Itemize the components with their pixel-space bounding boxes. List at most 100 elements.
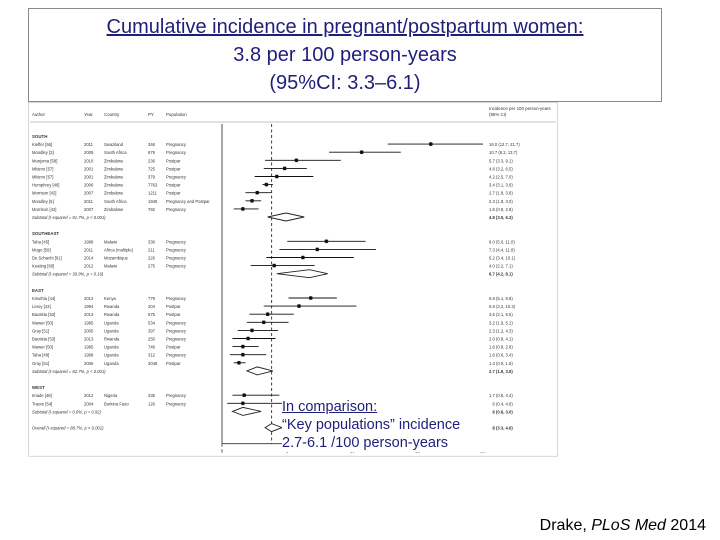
- study-cell: Postpar: [166, 183, 181, 188]
- study-cell: De Schacht [61]: [32, 256, 62, 261]
- ci-text: 5.7 (3.3, 9.1): [489, 158, 513, 163]
- study-cell: 2009: [84, 150, 94, 155]
- study-cell: 1998: [84, 239, 94, 244]
- study-point: [241, 207, 245, 211]
- study-cell: 346: [148, 142, 156, 147]
- study-point: [261, 320, 266, 325]
- study-cell: 779: [148, 296, 156, 301]
- study-cell: Pregnancy and Postpar: [166, 199, 210, 204]
- study-point: [255, 190, 260, 195]
- study-cell: Mozambique: [104, 256, 129, 261]
- study-cell: 1995: [84, 320, 94, 325]
- ci-text: 1.7 (0.8, 4.4): [489, 393, 513, 398]
- ci-text: 2.7 (1.8, 3.8): [489, 191, 513, 196]
- study-cell: Pregnancy: [166, 353, 187, 358]
- study-cell: Leroy [43]: [32, 304, 51, 309]
- study-cell: 211: [148, 247, 155, 252]
- study-cell: 312: [148, 353, 156, 358]
- ci-text: 4.9 (3.5, 6.3): [489, 215, 513, 220]
- study-point: [250, 328, 254, 333]
- study-cell: Rwanda: [104, 304, 120, 309]
- study-cell: 2012: [84, 296, 94, 301]
- ci-text: 8.0 (5.0, 11.0): [489, 239, 515, 244]
- study-point: [264, 182, 269, 187]
- ci-text: 1.6 (0.8, 2.8): [489, 345, 513, 350]
- study-point: [250, 199, 254, 203]
- column-header: Country: [104, 112, 120, 117]
- study-cell: Morrison [42]: [32, 191, 56, 196]
- study-cell: 2007: [84, 191, 94, 196]
- ci-text: 6.2 (3.4, 10.1): [489, 256, 516, 261]
- ci-text: 4.8 (3.2, 6.5): [489, 166, 513, 171]
- column-header: PY: [148, 112, 154, 117]
- subtotal-diamond: [245, 366, 274, 376]
- study-cell: Pregnancy: [166, 320, 187, 325]
- citation-year: 2014: [665, 517, 706, 534]
- study-cell: Uganda: [104, 320, 119, 325]
- study-cell: Postpar: [166, 166, 181, 171]
- title-line-3: (95%CI: 3.3–6.1): [269, 72, 421, 94]
- study-cell: Pregnancy: [166, 401, 187, 406]
- study-point: [272, 263, 276, 268]
- title-line-1: Cumulative incidence in pregnant/postpar…: [106, 16, 584, 38]
- study-cell: Pregnancy: [166, 239, 187, 244]
- study-cell: Pregnancy: [166, 328, 187, 333]
- study-cell: Postpar: [166, 361, 181, 366]
- study-cell: Malawi: [104, 264, 117, 269]
- study-cell: Munjoma [58]: [32, 158, 57, 163]
- study-cell: Zimbabwe: [104, 183, 124, 188]
- group-label: SOUTH: [32, 134, 47, 139]
- study-cell: Rwanda: [104, 312, 120, 317]
- study-cell: 792: [148, 207, 156, 212]
- study-cell: Moodley [5]: [32, 199, 54, 204]
- study-cell: Zimbabwe: [104, 207, 124, 212]
- study-point: [241, 401, 245, 406]
- study-cell: 2014: [84, 256, 94, 261]
- study-cell: 226: [148, 256, 156, 261]
- ci-text: 1.6 (0.4, 4.8): [489, 401, 513, 406]
- study-cell: 2011: [84, 199, 94, 204]
- ci-text: 10.7 (8.2, 13.7): [489, 150, 518, 155]
- study-point: [242, 393, 246, 398]
- study-cell: 2012: [84, 393, 94, 398]
- study-cell: Postpar: [166, 312, 181, 317]
- study-cell: Bautista [53]: [32, 312, 55, 317]
- ci-text: 16.0 (12.7, 21.7): [489, 142, 520, 147]
- study-cell: 2011: [84, 247, 94, 252]
- study-cell: Uganda: [104, 353, 119, 358]
- study-cell: 3048: [148, 361, 158, 366]
- study-cell: 2013: [84, 337, 94, 342]
- subtotal-label: Subtotal (I-squared = 0.0%, p = 0.92): [32, 409, 102, 414]
- column-header: Year: [84, 112, 93, 117]
- subtotal-label: Subtotal (I-squared = 91.7%, p < 0.001): [32, 215, 106, 220]
- ci-text: 3.8 (3.3, 4.6): [489, 426, 513, 431]
- overall-label: Overall (I-squared = 88.7%, p < 0.001): [32, 426, 104, 431]
- study-cell: 1995: [84, 345, 94, 350]
- study-cell: Gray [51]: [32, 328, 49, 333]
- study-cell: Postpar: [166, 191, 181, 196]
- study-cell: Moodley [3]: [32, 150, 54, 155]
- ci-text: 2.7 (1.9, 3.9): [489, 369, 513, 374]
- study-cell: 236: [148, 158, 156, 163]
- study-cell: Keating [60]: [32, 264, 54, 269]
- study-cell: 379: [148, 175, 156, 180]
- column-header: Population: [166, 112, 187, 117]
- study-cell: 250: [148, 337, 156, 342]
- title-line-2: 3.8 per 100 person-years: [233, 44, 457, 66]
- study-cell: 746: [148, 345, 156, 350]
- study-cell: Kinuthia [44]: [32, 296, 55, 301]
- study-cell: Africa (multiple): [104, 247, 134, 252]
- ci-column-header: Incidence per 100 person-years: [489, 106, 552, 111]
- study-point: [324, 239, 329, 244]
- ci-column-header: (95% CI): [489, 112, 507, 117]
- study-cell: 679: [148, 150, 156, 155]
- study-cell: South Africa: [104, 150, 127, 155]
- study-cell: Pregnancy: [166, 393, 187, 398]
- comparison-line-1: In comparison:: [282, 399, 378, 415]
- study-cell: Taha [49]: [32, 353, 49, 358]
- study-cell: 397: [148, 328, 156, 333]
- study-cell: Wawer [50]: [32, 345, 53, 350]
- study-cell: Morrison [42]: [32, 207, 56, 212]
- ci-text: 3.5 (2.1, 5.5): [489, 312, 513, 317]
- study-cell: 235: [148, 393, 156, 398]
